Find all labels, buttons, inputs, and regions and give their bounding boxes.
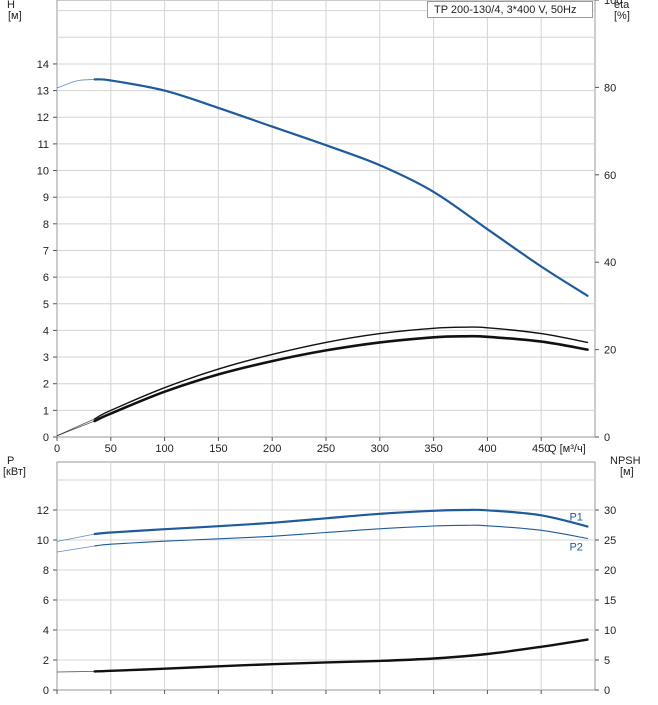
y-tick-label: 8 bbox=[43, 565, 49, 577]
series-line bbox=[93, 508, 589, 536]
series-line-start bbox=[56, 420, 95, 437]
y-tick-label: 1 bbox=[43, 405, 49, 417]
x-tick-label: 300 bbox=[371, 443, 389, 455]
y2-tick-label: 60 bbox=[604, 170, 616, 182]
y-tick-label: 11 bbox=[38, 139, 49, 151]
y2-axis-unit: [%] bbox=[614, 10, 630, 22]
y-axis-name: P bbox=[7, 455, 14, 467]
y-tick-label: 8 bbox=[43, 219, 49, 231]
y-tick-label: 3 bbox=[43, 352, 49, 364]
y-tick-label: 12 bbox=[37, 112, 49, 124]
y-axis-name: H bbox=[7, 0, 15, 11]
y2-tick-label: 10 bbox=[604, 625, 616, 637]
y-tick-label: 4 bbox=[43, 625, 49, 637]
x-tick-label: 350 bbox=[424, 443, 442, 455]
y-tick-label: 5 bbox=[43, 299, 49, 311]
y-tick-label: 12 bbox=[37, 505, 49, 517]
y2-tick-label: 0 bbox=[604, 432, 610, 444]
y2-axis-unit: [м] bbox=[620, 466, 634, 478]
y2-tick-label: 5 bbox=[604, 655, 610, 667]
y-tick-label: 2 bbox=[43, 655, 49, 667]
y2-tick-label: 20 bbox=[604, 345, 616, 357]
series-label: P1 bbox=[569, 512, 582, 524]
x-tick-label: 100 bbox=[155, 443, 173, 455]
series-line bbox=[93, 78, 589, 297]
y2-tick-label: 40 bbox=[604, 257, 616, 269]
y-tick-label: 6 bbox=[43, 272, 49, 284]
y2-axis-name: eta bbox=[614, 0, 630, 11]
series-line bbox=[94, 524, 589, 547]
y2-tick-label: 15 bbox=[604, 595, 616, 607]
y2-tick-label: 20 bbox=[604, 565, 616, 577]
x-tick-label: 200 bbox=[263, 443, 281, 455]
y-axis-unit: [м] bbox=[8, 10, 22, 22]
x-axis-label: Q [м³/ч] bbox=[548, 443, 586, 455]
y-tick-label: 10 bbox=[37, 535, 49, 547]
x-tick-label: 0 bbox=[54, 443, 60, 455]
series-line bbox=[93, 334, 589, 423]
y-tick-label: 6 bbox=[43, 595, 49, 607]
y2-tick-label: 0 bbox=[604, 685, 610, 697]
series-label: P2 bbox=[569, 542, 582, 554]
chart-title-box: TP 200-130/4, 3*400 V, 50Hz bbox=[427, 1, 593, 18]
y2-tick-label: 25 bbox=[604, 535, 616, 547]
y-tick-label: 14 bbox=[37, 59, 49, 71]
panel-1 bbox=[53, 0, 599, 441]
y2-tick-label: 100 bbox=[604, 0, 622, 7]
x-tick-label: 400 bbox=[478, 443, 496, 455]
y-tick-label: 4 bbox=[43, 325, 49, 337]
y2-axis-name: NPSH bbox=[610, 455, 641, 467]
y-tick-label: 0 bbox=[43, 432, 49, 444]
x-tick-label: 150 bbox=[209, 443, 227, 455]
y-tick-label: 0 bbox=[43, 685, 49, 697]
x-tick-label: 450 bbox=[532, 443, 550, 455]
x-tick-label: 250 bbox=[317, 443, 335, 455]
y2-tick-label: 30 bbox=[604, 505, 616, 517]
series-line bbox=[94, 326, 589, 420]
y2-tick-label: 80 bbox=[604, 82, 616, 94]
series-line-start bbox=[56, 533, 95, 542]
panel-2 bbox=[53, 461, 599, 694]
y-tick-label: 9 bbox=[43, 192, 49, 204]
series-line-start bbox=[56, 545, 95, 553]
y-axis-unit: [кВт] bbox=[3, 466, 26, 478]
y-tick-label: 10 bbox=[37, 166, 49, 178]
chart-title: TP 200-130/4, 3*400 V, 50Hz bbox=[434, 4, 577, 16]
y-tick-label: 13 bbox=[37, 86, 49, 98]
series-line bbox=[93, 638, 589, 673]
y-tick-label: 2 bbox=[43, 379, 49, 391]
y-tick-label: 7 bbox=[43, 245, 49, 257]
series-line-start bbox=[56, 671, 95, 673]
series-line-start bbox=[56, 79, 95, 89]
x-tick-label: 50 bbox=[105, 443, 117, 455]
